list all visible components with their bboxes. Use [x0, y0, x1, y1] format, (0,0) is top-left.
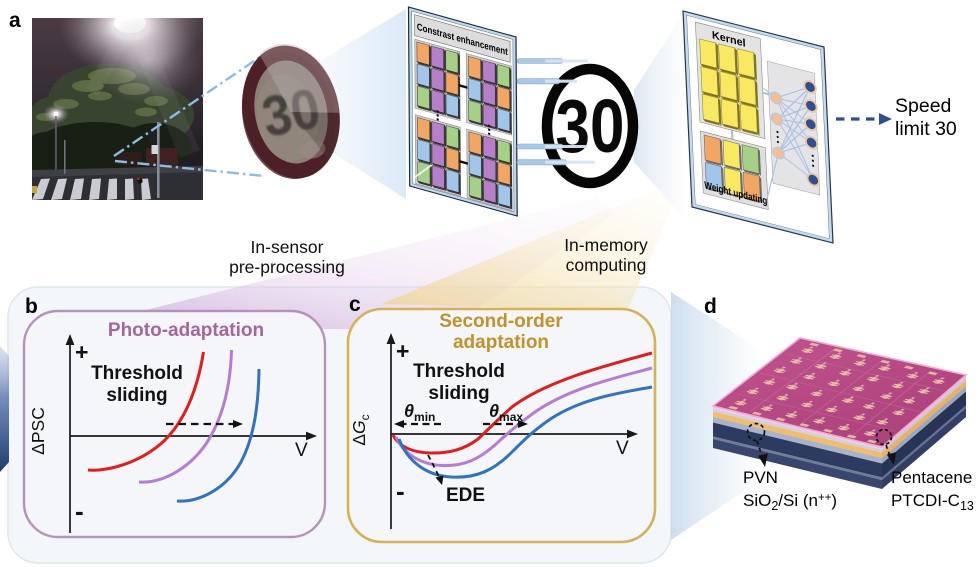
svg-text:-: - [75, 496, 84, 526]
svg-text:EDE: EDE [446, 485, 485, 506]
svg-text:d: d [704, 295, 717, 318]
svg-text:sliding: sliding [428, 383, 489, 404]
svg-text:pre-processing: pre-processing [229, 257, 345, 277]
svg-text:Second-order: Second-order [439, 311, 563, 332]
svg-text:b: b [25, 295, 38, 318]
svg-text:In-sensor: In-sensor [251, 237, 324, 257]
svg-text:In-memory: In-memory [564, 235, 648, 255]
svg-text:Photo-adaptation: Photo-adaptation [108, 320, 264, 341]
svg-text:30: 30 [257, 77, 325, 150]
svg-text:adaptation: adaptation [453, 332, 549, 353]
svg-text:ΔPSC: ΔPSC [28, 407, 48, 455]
svg-text:Pentacene: Pentacene [891, 468, 972, 487]
svg-text:30: 30 [556, 84, 625, 168]
svg-text:V: V [295, 440, 308, 461]
svg-text:-: - [396, 476, 405, 506]
svg-text:computing: computing [566, 255, 647, 275]
svg-text:sliding: sliding [106, 385, 167, 406]
svg-text:PVN: PVN [743, 468, 778, 487]
svg-text:PTCDI-C13: PTCDI-C13 [891, 491, 974, 513]
svg-text:a: a [9, 9, 21, 32]
svg-text:Threshold: Threshold [413, 361, 505, 382]
svg-text:Threshold: Threshold [91, 363, 183, 384]
svg-text:Speed: Speed [895, 95, 951, 117]
svg-text:+: + [396, 338, 409, 364]
svg-text:ΔGc: ΔGc [349, 414, 372, 445]
svg-text:SiO2/Si (n++): SiO2/Si (n++) [743, 491, 837, 513]
svg-text:c: c [349, 293, 361, 316]
svg-text:+: + [75, 339, 88, 365]
svg-text:limit 30: limit 30 [895, 118, 957, 140]
svg-text:V: V [616, 438, 629, 459]
